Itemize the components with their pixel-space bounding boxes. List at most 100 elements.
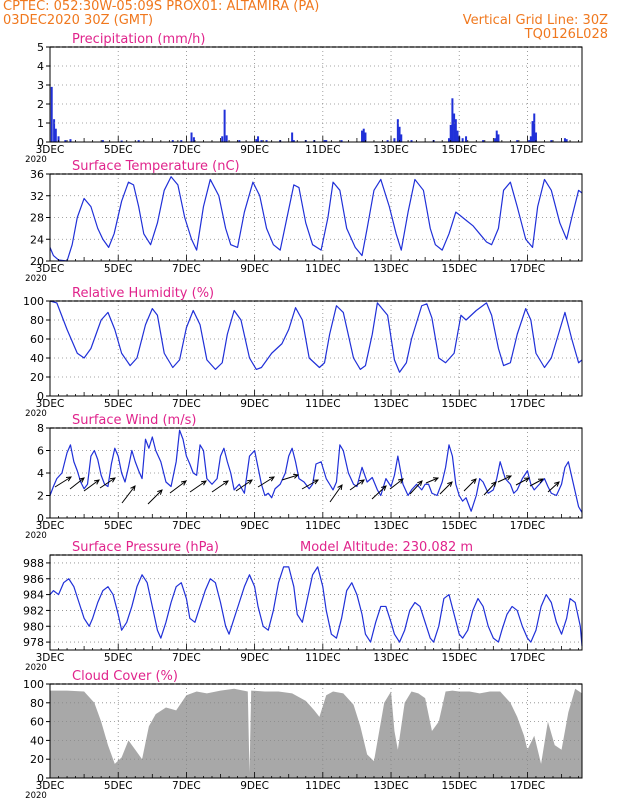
series-line — [49, 429, 583, 513]
wind-arrowhead — [78, 477, 85, 483]
precip-bar — [362, 128, 365, 142]
y-tick-label: 60 — [30, 716, 44, 729]
precip-bar — [101, 140, 104, 142]
wind-arrowhead — [554, 481, 560, 487]
wind-vector — [529, 478, 544, 487]
precip-bar — [534, 132, 537, 142]
precip-bar — [57, 136, 60, 142]
x-tick-label: 7DEC — [172, 398, 201, 410]
y-tick-label: 2 — [37, 490, 44, 503]
precip-bar — [533, 113, 536, 142]
header-right-line1: Vertical Grid Line: 30Z — [462, 13, 608, 28]
wind-vector — [371, 485, 387, 500]
panel-2-title: Surface Temperature (nC) — [72, 159, 240, 174]
x-tick-label: 7DEC — [172, 520, 201, 532]
x-tick-label: 9DEC — [240, 398, 269, 410]
y-tick-label: 0 — [37, 390, 44, 403]
precip-bar — [50, 86, 53, 142]
y-tick-label: 32 — [30, 190, 44, 203]
x-tick-label: 7DEC — [172, 144, 201, 156]
y-tick-label: 984 — [23, 589, 44, 602]
wind-vector — [99, 477, 116, 489]
panel-1-frame — [49, 46, 583, 143]
year-label: 2020 — [25, 531, 47, 541]
wind-vector — [235, 479, 253, 492]
panel-4-title: Surface Wind (m/s) — [72, 413, 196, 428]
panel-6-title: Cloud Cover (%) — [72, 669, 178, 684]
precip-bar — [563, 138, 566, 142]
precip-bar — [497, 134, 500, 142]
x-tick-label: 15DEC — [442, 263, 477, 275]
x-tick-label: 3DEC — [36, 652, 65, 664]
precip-bar — [255, 139, 258, 142]
precip-bar — [265, 140, 268, 142]
precip-bar — [516, 140, 519, 142]
x-tick-label: 5DEC — [104, 263, 133, 275]
x-tick-label: 7DEC — [172, 780, 201, 792]
precip-bar — [292, 140, 295, 142]
precip-bar — [400, 134, 403, 142]
y-tick-label: 4 — [37, 467, 44, 480]
wind-vector — [169, 480, 187, 494]
wind-vector — [483, 481, 497, 496]
x-tick-label: 17DEC — [510, 652, 545, 664]
y-tick-label: 3 — [37, 79, 44, 92]
wind-arrowhead — [130, 485, 136, 491]
panel-1-title: Precipitation (mm/h) — [72, 32, 205, 47]
panel-5-subtitle: Model Altitude: 230.082 m — [300, 540, 473, 555]
y-tick-label: 980 — [23, 620, 44, 633]
y-tick-label: 4 — [37, 60, 44, 73]
wind-arrowhead — [505, 475, 513, 481]
precip-bar — [192, 137, 195, 142]
precip-bar — [325, 140, 328, 142]
x-tick-label: 13DEC — [373, 652, 408, 664]
precip-bar — [53, 119, 56, 142]
precip-bar — [398, 126, 401, 142]
y-tick-label: 24 — [30, 233, 44, 246]
series-line — [49, 176, 583, 262]
wind-vector — [189, 480, 207, 493]
wind-arrowhead — [398, 478, 404, 484]
precip-bar — [396, 119, 399, 142]
precip-bar — [323, 140, 326, 142]
x-tick-label: 11DEC — [305, 144, 340, 156]
wind-arrowhead — [359, 479, 365, 485]
x-tick-label: 11DEC — [305, 398, 340, 410]
x-tick-label: 17DEC — [510, 780, 545, 792]
y-tick-label: 0 — [37, 772, 44, 785]
x-tick-label: 15DEC — [442, 398, 477, 410]
x-tick-label: 9DEC — [240, 652, 269, 664]
y-tick-label: 2 — [37, 98, 44, 111]
wind-vector — [257, 476, 275, 488]
x-tick-label: 3DEC — [36, 780, 65, 792]
wind-vector — [301, 479, 319, 490]
wind-vector — [463, 478, 477, 492]
year-label: 2020 — [25, 155, 47, 165]
wind-arrowhead — [109, 477, 116, 483]
precip-bar — [137, 140, 140, 142]
wind-arrowhead — [312, 479, 320, 485]
y-tick-label: 6 — [37, 445, 44, 458]
y-tick-label: 100 — [23, 295, 44, 308]
precip-bar — [180, 140, 183, 142]
precip-bar — [495, 130, 498, 142]
x-tick-label: 5DEC — [104, 398, 133, 410]
year-label: 2020 — [25, 663, 47, 673]
x-tick-label: 7DEC — [172, 652, 201, 664]
precip-bar — [361, 130, 364, 142]
series-line — [49, 300, 583, 373]
precip-bar — [223, 109, 226, 142]
precip-bar — [565, 139, 568, 142]
wind-arrowhead — [65, 476, 72, 482]
wind-vector — [439, 481, 453, 495]
wind-arrowhead — [432, 477, 440, 483]
x-tick-label: 5DEC — [104, 780, 133, 792]
precip-bar — [364, 132, 367, 142]
precip-bar — [171, 140, 174, 142]
y-tick-label: 28 — [30, 212, 44, 225]
precip-bar — [529, 136, 532, 142]
precip-bar — [190, 132, 193, 142]
x-tick-label: 5DEC — [104, 652, 133, 664]
precip-bar — [456, 130, 459, 142]
x-tick-label: 15DEC — [442, 652, 477, 664]
